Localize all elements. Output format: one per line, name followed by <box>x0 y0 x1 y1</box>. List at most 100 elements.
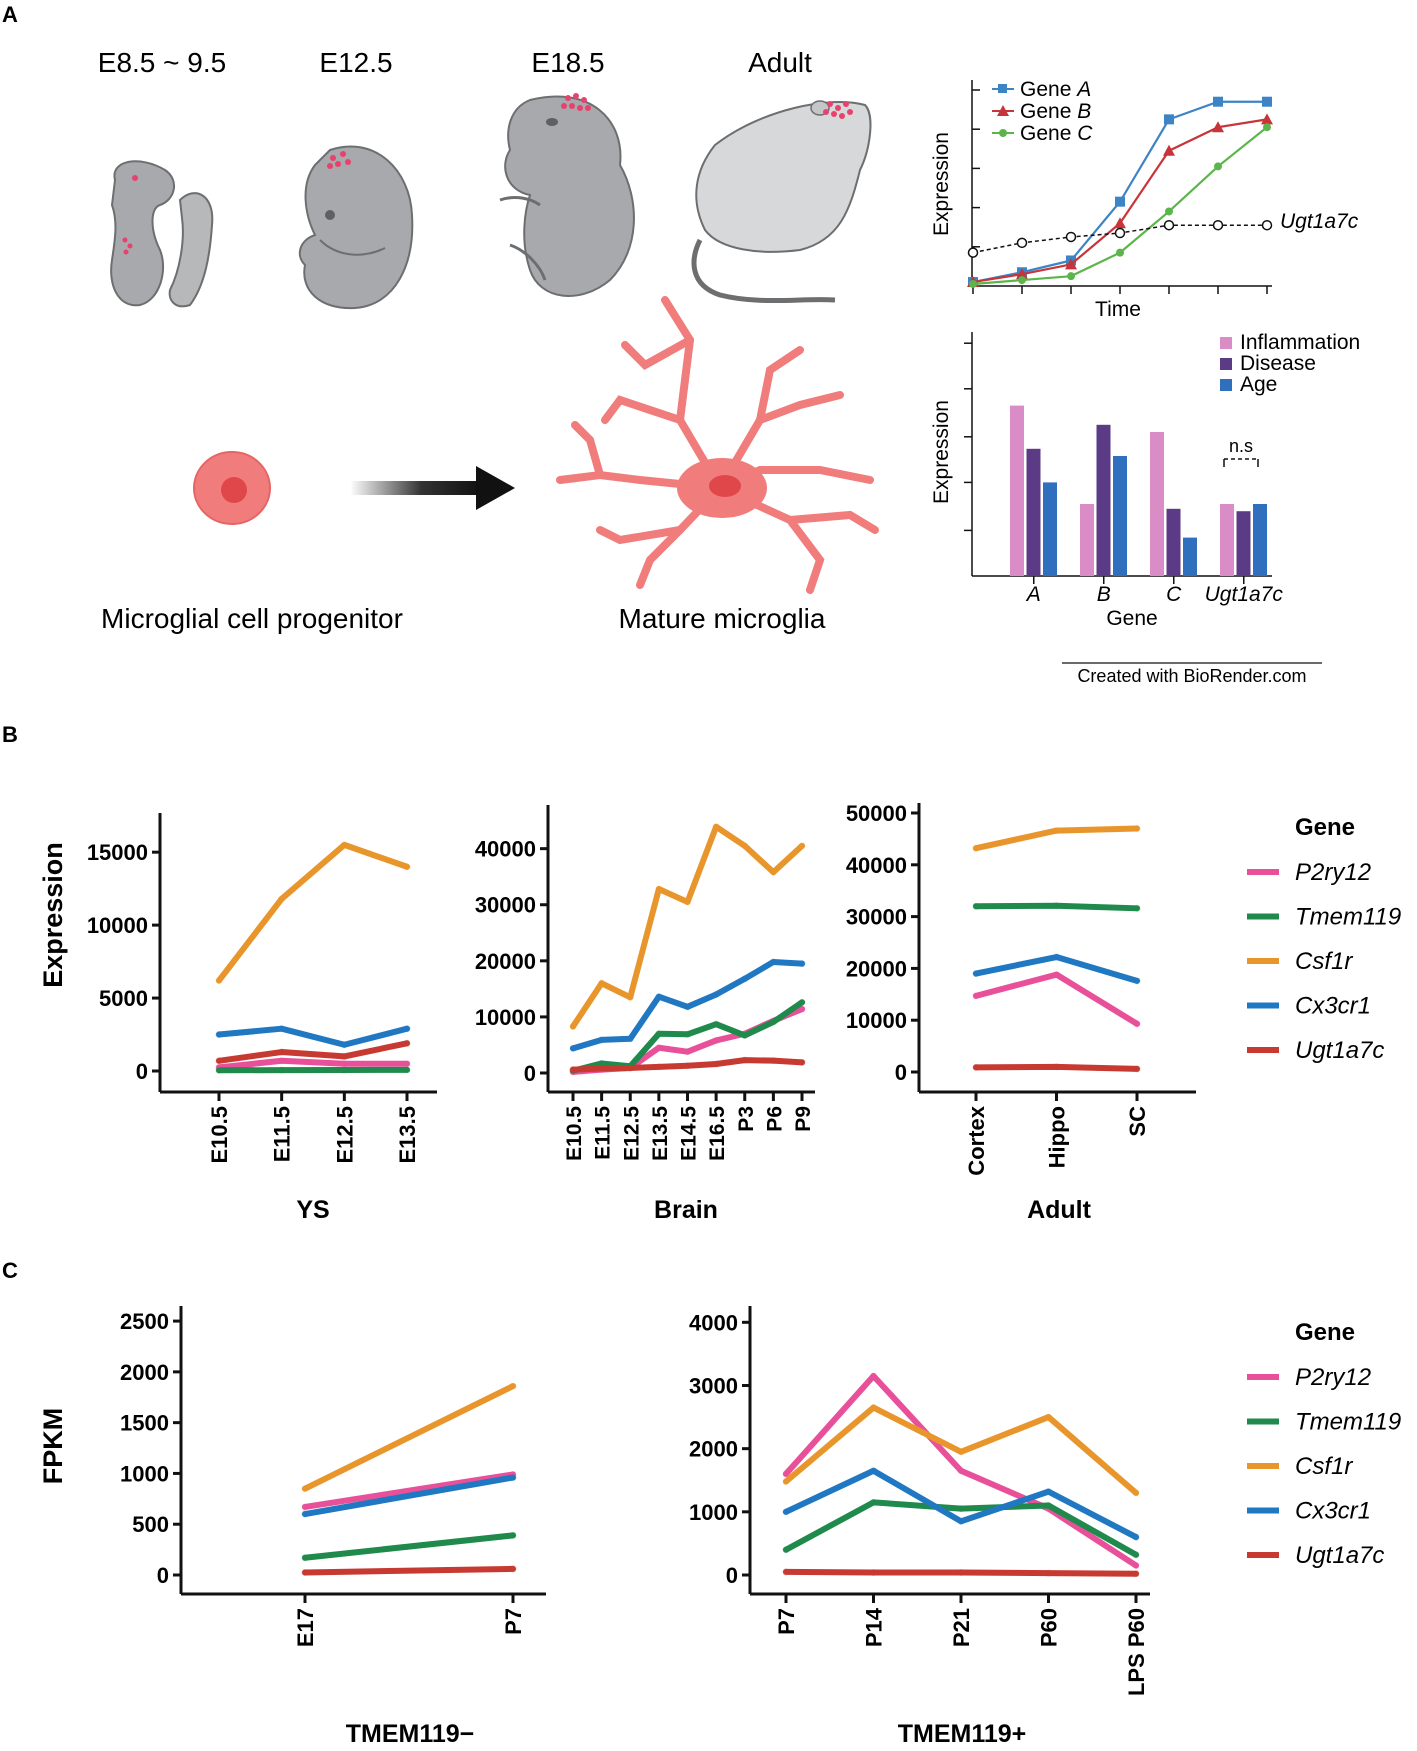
x-tick-label-p14: P14 <box>862 1607 887 1647</box>
stage-label-e12: E12.5 <box>319 47 392 78</box>
mature-label: Mature microglia <box>619 603 826 634</box>
embryo-e8-illustration <box>110 160 214 308</box>
legend-label-cx3cr1: Cx3cr1 <box>1295 1498 1371 1525</box>
series-line-p2ry12 <box>783 1373 1139 1569</box>
schematic-bar-age-ugt1a7c <box>1253 504 1267 576</box>
legend-swatch-inflammation <box>1220 337 1232 349</box>
y-tick-label: 20000 <box>475 949 536 974</box>
x-tick-label-sc: SC <box>1125 1106 1150 1137</box>
mature-microglia-illustration <box>556 296 879 594</box>
chart-c-pos-title: TMEM119+ <box>898 1720 1027 1748</box>
legend-label-inflammation: Inflammation <box>1240 331 1360 354</box>
adult-mouse-illustration <box>691 100 872 304</box>
y-tick-label: 15000 <box>87 840 148 865</box>
x-tick-label-e13-5: E13.5 <box>395 1106 420 1164</box>
schematic-bar-legend: Inflammation Disease Age <box>1220 331 1360 396</box>
y-tick-label: 40000 <box>846 853 907 878</box>
schematic-bar-age-b <box>1113 456 1127 576</box>
y-tick-label: 2000 <box>120 1360 169 1385</box>
y-tick-label: 10000 <box>846 1008 907 1033</box>
schematic-point-gene-c <box>1214 162 1222 171</box>
series-line-cx3cr1 <box>216 1025 410 1048</box>
schematic-point-gene-a <box>1164 114 1174 125</box>
schematic-bar-inflammation-a <box>1010 405 1024 576</box>
y-tick-label: 10000 <box>87 913 148 938</box>
y-tick-label: 0 <box>136 1059 148 1084</box>
schematic-point-gene-c <box>1018 276 1026 285</box>
series-line-cx3cr1 <box>783 1467 1139 1541</box>
schematic-bar-age-c <box>1183 537 1197 576</box>
y-tick-label: 4000 <box>689 1310 738 1335</box>
legend-title: Gene <box>1295 814 1355 841</box>
y-tick-label: 0 <box>157 1563 169 1588</box>
x-tick-label-e13-5: E13.5 <box>649 1106 672 1161</box>
schematic-point-gene-a <box>1115 196 1125 207</box>
schematic-bar-disease-ugt1a7c <box>1236 511 1251 576</box>
schematic-point-ugt1a7c <box>1261 219 1273 231</box>
schematic-bar-disease-c <box>1166 508 1181 576</box>
series-line-csf1r <box>783 1404 1139 1496</box>
y-tick-label: 5000 <box>99 986 148 1011</box>
schematic-point-gene-b <box>1261 113 1273 125</box>
legend-title: Gene <box>1295 1319 1355 1346</box>
legend-label-tmem119: Tmem119 <box>1295 1409 1401 1436</box>
series-line-csf1r <box>216 841 410 984</box>
x-tick-label-e12-5: E12.5 <box>332 1106 357 1164</box>
series-line-tmem119 <box>973 902 1140 912</box>
panel-label-a: A <box>2 2 18 27</box>
chart-b-adult: 0 10000 20000 30000 40000 50000 Cortex Hippo SC <box>846 801 1196 1176</box>
panel-b-ylabel: Expression <box>38 842 68 988</box>
legend-marker-gene-a <box>998 84 1007 93</box>
schematic-bar-category-label: B <box>1097 583 1111 606</box>
legend-label-tmem119: Tmem119 <box>1295 904 1401 931</box>
chart-b-adult-title: Adult <box>1027 1196 1092 1224</box>
series-line-ugt1a7c <box>216 1040 410 1064</box>
x-tick-label-p21: P21 <box>949 1608 974 1647</box>
stage-labels: E8.5 ~ 9.5 E12.5 E18.5 Adult <box>98 47 812 78</box>
schematic-line-ylabel: Expression <box>930 132 953 236</box>
y-tick-label: 30000 <box>846 905 907 930</box>
x-tick-label-hippo: Hippo <box>1045 1106 1070 1168</box>
chart-c-tmem119-neg: 0 500 1000 1500 2000 2500 E17 P7 <box>120 1306 546 1647</box>
stage-label-adult: Adult <box>748 47 812 78</box>
x-tick-label-cortex: Cortex <box>964 1105 989 1175</box>
schematic-point-ugt1a7c <box>967 247 979 258</box>
panel-label-c: C <box>2 1258 18 1283</box>
schematic-bar-chart: A B C Ugt1a7c Expression Gene n.s Inflammat… <box>930 331 1360 630</box>
schematic-point-gene-c <box>1165 207 1173 216</box>
legend-label-gene-a: Gene A <box>1020 78 1091 101</box>
legend-label-csf1r: Csf1r <box>1295 1453 1353 1480</box>
legend-label-disease: Disease <box>1240 352 1316 375</box>
x-tick-label-e14-5: E14.5 <box>678 1106 701 1161</box>
y-tick-label: 3000 <box>689 1373 738 1398</box>
x-tick-label-e16-5: E16.5 <box>706 1106 729 1161</box>
schematic-bar-inflammation-b <box>1080 504 1094 576</box>
x-tick-label-lps-p60: LPS P60 <box>1124 1608 1149 1696</box>
series-line-tmem119 <box>783 1499 1139 1558</box>
schematic-bar-category-label: A <box>1025 583 1041 606</box>
x-tick-label-e10-5: E10.5 <box>563 1106 586 1161</box>
gene-legend-c: Gene P2ry12 Tmem119 Csf1r Cx3cr1 Ugt1a7c <box>1247 1319 1401 1569</box>
y-tick-label: 1000 <box>120 1461 169 1486</box>
series-line-cx3cr1 <box>570 958 805 1052</box>
schematic-bar-age-a <box>1043 482 1057 576</box>
schematic-bar-inflammation-c <box>1150 432 1164 576</box>
schematic-bar-inflammation-ugt1a7c <box>1220 504 1234 576</box>
legend-label-gene-c: Gene C <box>1020 122 1093 145</box>
schematic-bar-category-label: C <box>1166 583 1182 606</box>
schematic-line-chart: Expression Time Ugt1a7c Gene A Gene B Ge… <box>930 78 1359 321</box>
legend-marker-gene-c <box>999 129 1007 137</box>
series-line-p2ry12 <box>216 1057 410 1071</box>
y-tick-label: 2000 <box>689 1437 738 1462</box>
legend-swatch-age <box>1220 379 1232 391</box>
schematic-point-gene-c <box>969 280 977 288</box>
axes: 0 10000 20000 30000 40000 50000 Cortex Hippo SC <box>846 801 1196 1176</box>
ns-bracket: n.s <box>1223 436 1259 467</box>
series-line-ugt1a7c <box>570 1057 805 1073</box>
series-line-ugt1a7c <box>973 1063 1140 1072</box>
credit-text: Created with BioRender.com <box>1077 666 1306 686</box>
series-lines <box>972 825 1141 1073</box>
legend-label-csf1r: Csf1r <box>1295 948 1353 975</box>
y-tick-label: 0 <box>726 1563 738 1588</box>
y-tick-label: 40000 <box>475 837 536 862</box>
